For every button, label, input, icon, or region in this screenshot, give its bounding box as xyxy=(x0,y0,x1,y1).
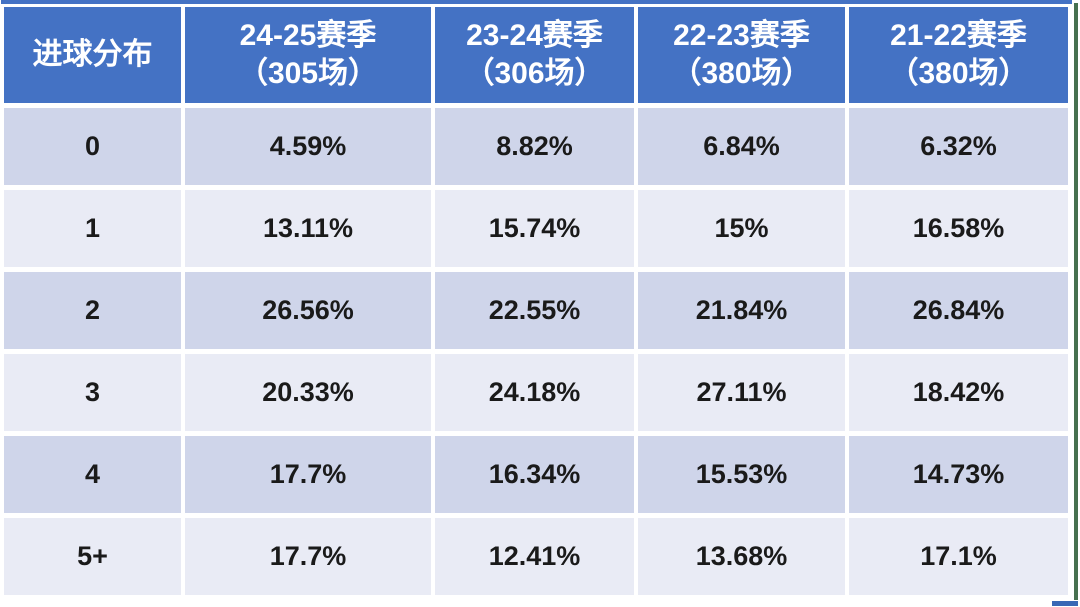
percent-cell: 16.34% xyxy=(435,436,634,513)
percent-cell: 17.1% xyxy=(849,518,1068,595)
percent-cell: 13.68% xyxy=(638,518,845,595)
percent-cell: 15.74% xyxy=(435,190,634,267)
percent-cell: 15.53% xyxy=(638,436,845,513)
percent-cell: 27.11% xyxy=(638,354,845,431)
percent-cell: 15% xyxy=(638,190,845,267)
table-row-goals-0: 0 4.59% 8.82% 6.84% 6.32% xyxy=(4,108,1068,185)
percent-cell: 21.84% xyxy=(638,272,845,349)
goal-count-cell: 3 xyxy=(4,354,181,431)
header-cell-goal-distribution: 进球分布 xyxy=(4,7,181,103)
table-top-border xyxy=(1,0,1072,4)
goal-count-cell: 5+ xyxy=(4,518,181,595)
corner-label: 进球分布 xyxy=(32,37,153,71)
season-name: 24-25赛季 xyxy=(239,18,377,52)
percent-cell: 6.32% xyxy=(849,108,1068,185)
season-name: 23-24赛季 xyxy=(466,18,603,52)
percent-cell: 26.84% xyxy=(849,272,1068,349)
percent-cell: 14.73% xyxy=(849,436,1068,513)
season-matches: （306场） xyxy=(464,57,605,90)
right-edge-strip xyxy=(1074,3,1078,600)
header-row: 进球分布 24-25赛季 （305场） 23-24赛季 （306场） 22-23… xyxy=(4,7,1068,103)
percent-cell: 22.55% xyxy=(435,272,634,349)
goal-count-cell: 1 xyxy=(4,190,181,267)
header-cell-season-22-23: 22-23赛季 （380场） xyxy=(638,7,845,103)
table-row-goals-1: 1 13.11% 15.74% 15% 16.58% xyxy=(4,190,1068,267)
percent-cell: 26.56% xyxy=(185,272,431,349)
percent-cell: 24.18% xyxy=(435,354,634,431)
percent-cell: 18.42% xyxy=(849,354,1068,431)
season-matches: （305场） xyxy=(237,57,379,90)
percent-cell: 4.59% xyxy=(185,108,431,185)
header-cell-season-21-22: 21-22赛季 （380场） xyxy=(849,7,1068,103)
season-matches: （380场） xyxy=(671,57,812,90)
bottom-right-edge-fragment xyxy=(1052,601,1078,606)
season-name: 21-22赛季 xyxy=(890,18,1027,52)
goal-count-cell: 4 xyxy=(4,436,181,513)
table-row-goals-5plus: 5+ 17.7% 12.41% 13.68% 17.1% xyxy=(4,518,1068,595)
header-cell-season-23-24: 23-24赛季 （306场） xyxy=(435,7,634,103)
table-row-goals-2: 2 26.56% 22.55% 21.84% 26.84% xyxy=(4,272,1068,349)
goal-count-cell: 2 xyxy=(4,272,181,349)
percent-cell: 20.33% xyxy=(185,354,431,431)
header-cell-season-24-25: 24-25赛季 （305场） xyxy=(185,7,431,103)
percent-cell: 8.82% xyxy=(435,108,634,185)
table-row-goals-3: 3 20.33% 24.18% 27.11% 18.42% xyxy=(4,354,1068,431)
table-row-goals-4: 4 17.7% 16.34% 15.53% 14.73% xyxy=(4,436,1068,513)
season-matches: （380场） xyxy=(888,57,1029,90)
percent-cell: 6.84% xyxy=(638,108,845,185)
percent-cell: 16.58% xyxy=(849,190,1068,267)
percent-cell: 12.41% xyxy=(435,518,634,595)
percent-cell: 17.7% xyxy=(185,436,431,513)
percent-cell: 17.7% xyxy=(185,518,431,595)
percent-cell: 13.11% xyxy=(185,190,431,267)
goal-distribution-table: 进球分布 24-25赛季 （305场） 23-24赛季 （306场） 22-23… xyxy=(0,2,1072,600)
season-name: 22-23赛季 xyxy=(673,18,810,52)
goal-count-cell: 0 xyxy=(4,108,181,185)
